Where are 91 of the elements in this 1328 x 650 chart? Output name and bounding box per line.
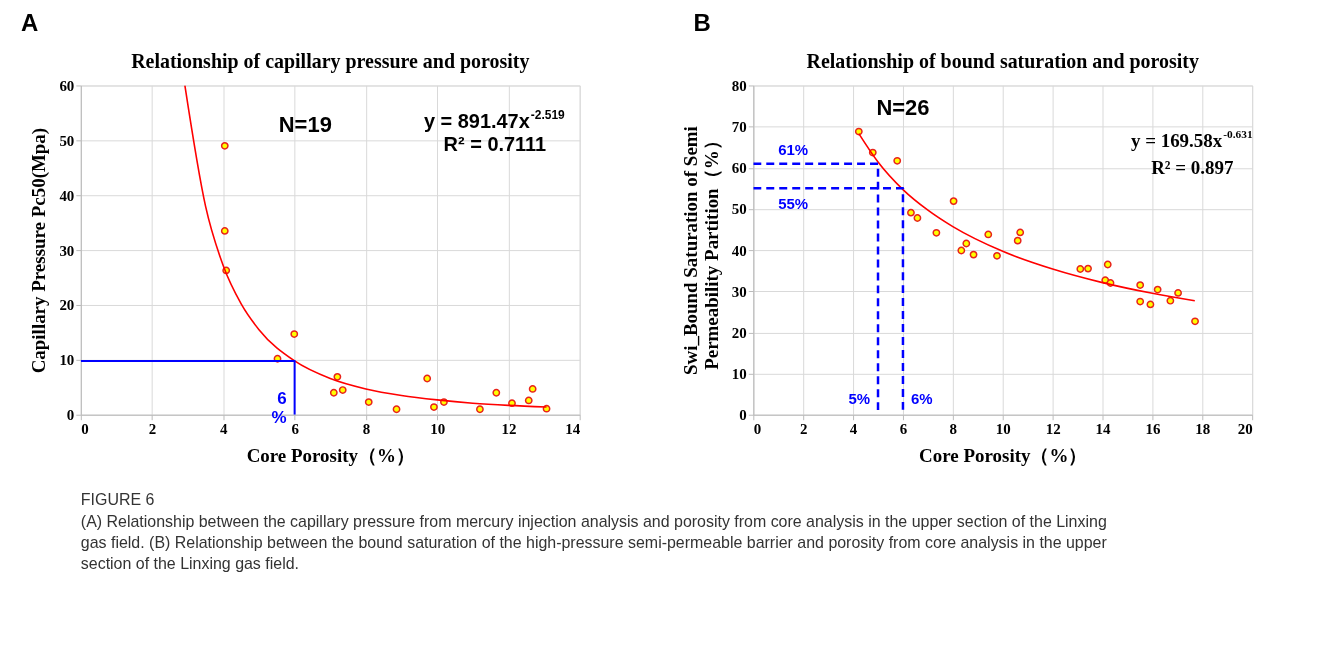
point xyxy=(338,386,347,394)
x-tick-label: 2 xyxy=(799,421,808,438)
point xyxy=(993,251,1001,260)
point xyxy=(1191,317,1199,326)
point xyxy=(1136,297,1145,306)
x-tick-label: 4 xyxy=(849,421,858,438)
point xyxy=(1016,228,1025,237)
annotation: R² = 0.897 xyxy=(1151,156,1234,178)
annotation: 61% xyxy=(778,140,809,158)
point xyxy=(392,405,401,414)
annotation: 5% xyxy=(848,389,871,407)
caption: FIGURE 6 xyxy=(80,490,155,508)
point xyxy=(1136,281,1145,289)
x-tick-label: 0 xyxy=(753,421,762,438)
point xyxy=(854,127,863,136)
point xyxy=(1084,264,1092,273)
point xyxy=(932,228,941,237)
y-tick-label: 80 xyxy=(731,77,747,94)
x-tick-label: 10 xyxy=(430,421,446,438)
point xyxy=(949,197,958,206)
y-axis-title: Swi_Bound Saturation of Semi Permeability Partition（%） xyxy=(679,126,722,376)
y-tick-label: 30 xyxy=(731,283,747,300)
x-tick-label: 14 xyxy=(1095,421,1112,438)
point xyxy=(1153,285,1162,294)
x-tick-label: 6 xyxy=(291,421,300,438)
text: A xyxy=(20,8,39,36)
annotation: R² = 0.7111 xyxy=(443,132,547,155)
annotation: 6% xyxy=(910,389,933,407)
x-tick-label: 18 xyxy=(1195,421,1211,438)
x-tick-label: 0 xyxy=(81,421,89,438)
y-tick-label: 60 xyxy=(731,160,747,177)
x-tick-label: 20 xyxy=(1237,421,1253,438)
y-tick-label: 60 xyxy=(59,77,75,94)
y-tick-label: 0 xyxy=(739,407,747,424)
chart-title: Relationship of bound saturation and porosity xyxy=(806,49,1199,73)
point xyxy=(893,156,902,165)
point xyxy=(984,230,993,239)
point xyxy=(1174,289,1182,297)
x-tick-label: 4 xyxy=(220,421,229,438)
x-tick-label: 16 xyxy=(1145,421,1161,438)
x-tick-label: 12 xyxy=(1045,421,1061,438)
y-tick-label: 40 xyxy=(731,242,747,259)
text: B xyxy=(693,8,711,36)
y-tick-label: 20 xyxy=(731,324,747,341)
point xyxy=(962,239,971,248)
x-tick-label: 6 xyxy=(899,421,908,438)
point xyxy=(364,398,373,406)
text: (A) Relationship between the capillary pressure from mercury injection analysis and porosity from core analysis in the upper section of the Linxing gas field. (B) Relationship between the bound saturation of the high-pressure semi-permeable barrier and porosity from core analysis in the upper section of the Linxing gas field. xyxy=(80,513,1108,573)
x-axis-title: Core Porosity（%） xyxy=(919,445,1088,467)
chart-title: Relationship of capillary pressure and porosity xyxy=(131,49,530,73)
point xyxy=(430,403,438,411)
point xyxy=(492,388,501,397)
y-tick-label: 70 xyxy=(731,119,747,136)
point xyxy=(329,388,338,397)
y-axis-title: Capillary Pressure Pc50(Mpa) xyxy=(28,127,51,374)
point xyxy=(1013,236,1022,245)
point xyxy=(333,372,342,381)
annotation: N=19 xyxy=(278,111,332,137)
y-tick-label: 50 xyxy=(731,201,747,218)
y-tick-label: 50 xyxy=(59,132,75,149)
x-tick-label: 2 xyxy=(148,421,157,438)
x-tick-label: 10 xyxy=(995,421,1011,438)
point xyxy=(969,250,978,259)
x-tick-label: 8 xyxy=(362,421,371,438)
annotation: 6 % xyxy=(271,388,287,427)
point xyxy=(528,385,537,393)
y-tick-label: 10 xyxy=(731,366,747,383)
y-tick-label: 20 xyxy=(59,297,75,314)
point xyxy=(1166,296,1175,305)
y-tick-label: 30 xyxy=(59,242,75,259)
point xyxy=(957,246,966,255)
x-tick-label: 12 xyxy=(501,421,517,438)
point xyxy=(524,396,533,405)
x-tick-label: 14 xyxy=(565,421,581,438)
annotation: 55% xyxy=(778,195,809,213)
x-tick-label: 8 xyxy=(949,421,958,438)
point xyxy=(913,214,922,222)
y-tick-label: 10 xyxy=(59,352,75,369)
point xyxy=(220,141,229,150)
point xyxy=(1076,265,1085,273)
point xyxy=(220,226,229,235)
point xyxy=(907,208,915,217)
point xyxy=(1103,260,1112,269)
point xyxy=(423,374,432,383)
y-tick-label: 40 xyxy=(59,187,75,204)
x-axis-title: Core Porosity（%） xyxy=(246,445,415,467)
y-tick-label: 0 xyxy=(66,407,75,424)
point xyxy=(1146,300,1155,309)
annotation: N=26 xyxy=(876,95,930,121)
point xyxy=(290,330,299,338)
point xyxy=(476,405,484,414)
